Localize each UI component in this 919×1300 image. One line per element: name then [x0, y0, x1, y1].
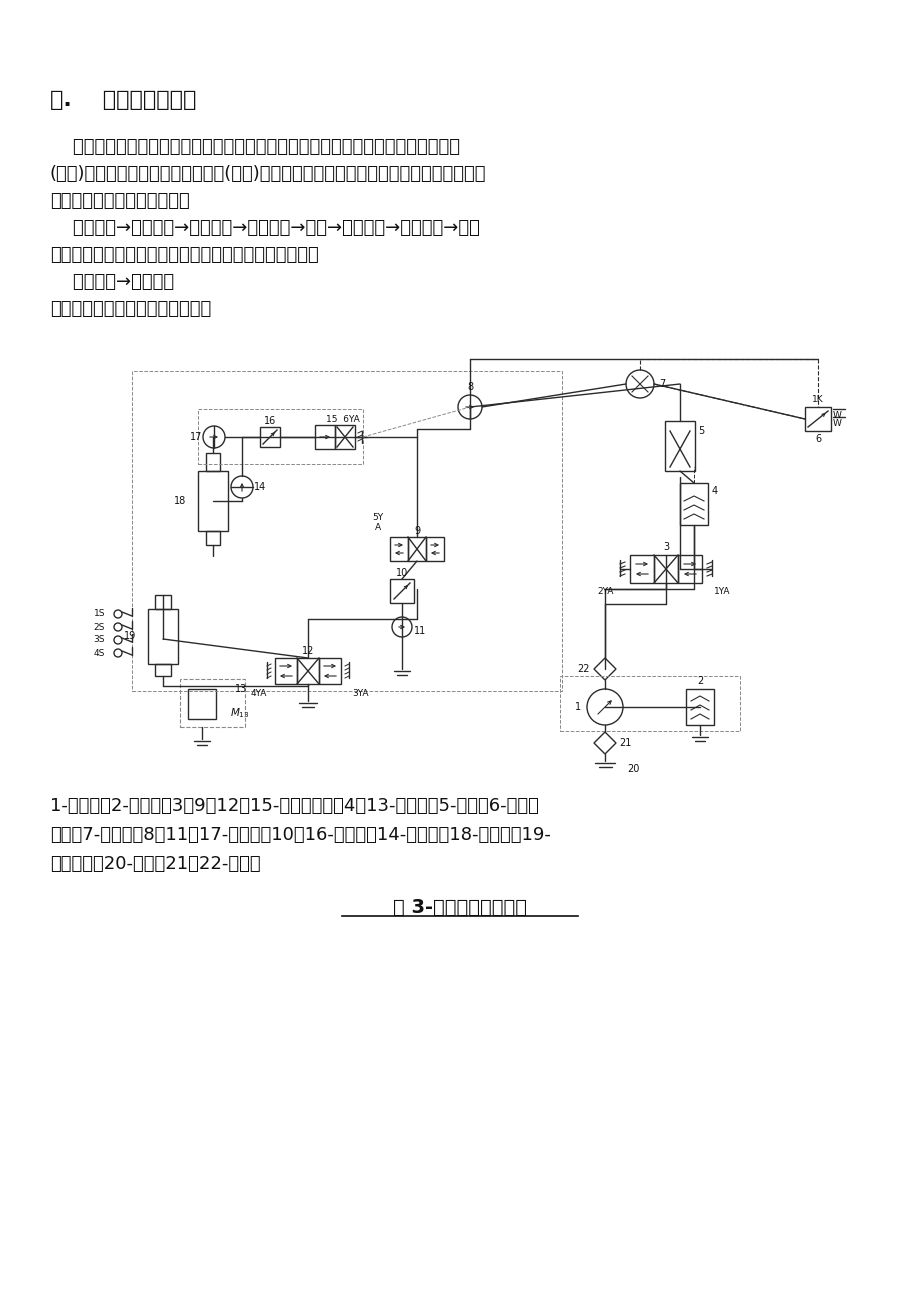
Text: 3S: 3S — [94, 636, 105, 645]
Bar — [198, 471, 228, 530]
Bar — [206, 452, 220, 471]
Text: 5Y: 5Y — [372, 512, 383, 521]
Text: 9: 9 — [414, 526, 420, 536]
Text: 20: 20 — [626, 764, 639, 774]
Text: 4YA: 4YA — [251, 689, 267, 698]
Text: 快速下行→慢速下行→慢速加压→保压延时→预卸→慢速回程→快速回程→停止: 快速下行→慢速下行→慢速加压→保压延时→预卸→慢速回程→快速回程→停止 — [50, 218, 480, 237]
Text: 液压机的主要运动是上滑块机构和下滑块顶出机构的运动，上滑块机构由主液压缸: 液压机的主要运动是上滑块机构和下滑块顶出机构的运动，上滑块机构由主液压缸 — [50, 138, 460, 156]
Bar — [297, 658, 319, 684]
Text: 3: 3 — [663, 542, 668, 552]
Bar — [560, 676, 739, 731]
Bar — [677, 555, 701, 582]
Text: 下缸布置在工作台中间孔内，驱动下滑快顶出机构实现：: 下缸布置在工作台中间孔内，驱动下滑快顶出机构实现： — [50, 246, 318, 264]
Text: 1K: 1K — [811, 394, 823, 403]
Text: 辅助油缸，20-邮箱，21、22-过滤器: 辅助油缸，20-邮箱，21、22-过滤器 — [50, 855, 260, 874]
Bar — [319, 658, 341, 684]
Bar — [390, 537, 407, 562]
Text: 电器，7-压力表，8、11、17-单向阀，10、16-调速阀，14-充液阀，18-主油缸，19-: 电器，7-压力表，8、11、17-单向阀，10、16-调速阀，14-充液阀，18… — [50, 826, 550, 844]
Text: 15  6YA: 15 6YA — [325, 415, 359, 424]
Text: (上缸)驱动，顶出机构由辅助液压缸(下缸)驱动。液压机的上滑块机构通过四个导柱导向、: (上缸)驱动，顶出机构由辅助液压缸(下缸)驱动。液压机的上滑块机构通过四个导柱导… — [50, 165, 486, 183]
Bar — [804, 407, 830, 432]
Text: 3YA: 3YA — [352, 689, 369, 698]
Bar — [630, 555, 653, 582]
Text: 10: 10 — [395, 568, 408, 578]
Bar — [390, 578, 414, 603]
Text: 4S: 4S — [94, 649, 105, 658]
Text: 2YA: 2YA — [597, 586, 614, 595]
Text: 主缸驱动，实现上滑块机构：: 主缸驱动，实现上滑块机构： — [50, 192, 189, 211]
Bar — [407, 537, 425, 562]
Text: 4: 4 — [711, 486, 718, 497]
Bar — [198, 410, 363, 464]
Text: 1: 1 — [574, 702, 581, 712]
Text: 向上顶出→向下退回: 向上顶出→向下退回 — [50, 273, 174, 291]
Text: 一.    压力机液压系统: 一. 压力机液压系统 — [50, 90, 196, 110]
Text: 14: 14 — [254, 482, 266, 491]
Text: 16: 16 — [264, 416, 276, 426]
Text: 22: 22 — [576, 664, 588, 673]
Text: 1YA: 1YA — [713, 586, 730, 595]
Text: 5: 5 — [698, 426, 703, 436]
Text: 7: 7 — [658, 380, 664, 389]
Bar — [335, 425, 355, 448]
Bar — [425, 537, 444, 562]
Text: 19: 19 — [124, 630, 136, 641]
Text: 8: 8 — [467, 382, 472, 393]
Text: 液压机液压系统工作原理图如下：: 液压机液压系统工作原理图如下： — [50, 300, 211, 318]
Text: 1-液压泵，2-溢流阀，3、9、12、15-电磁换向阀，4、13-顺序阀，5-滑阀，6-压力继: 1-液压泵，2-溢流阀，3、9、12、15-电磁换向阀，4、13-顺序阀，5-滑… — [50, 797, 539, 815]
Text: 2: 2 — [696, 676, 702, 686]
Text: 13: 13 — [234, 684, 247, 694]
Bar — [686, 689, 713, 725]
Text: 12: 12 — [301, 646, 314, 656]
Text: W: W — [832, 419, 841, 428]
Bar — [314, 425, 335, 448]
Bar — [148, 608, 177, 664]
Text: A: A — [375, 523, 380, 532]
Text: 1S: 1S — [94, 610, 105, 619]
Text: 17: 17 — [189, 432, 202, 442]
Bar — [653, 555, 677, 582]
Bar — [679, 484, 708, 525]
Bar — [154, 664, 171, 676]
Text: 图 3-液压机液压系统图: 图 3-液压机液压系统图 — [392, 898, 527, 916]
Bar — [275, 658, 297, 684]
Text: 11: 11 — [414, 627, 425, 636]
Bar — [260, 426, 279, 447]
Bar — [206, 530, 220, 545]
Bar — [187, 689, 216, 719]
Bar — [131, 370, 562, 692]
Text: 6: 6 — [814, 434, 820, 445]
Text: 21: 21 — [618, 738, 630, 748]
Text: 2S: 2S — [94, 623, 105, 632]
Text: W: W — [832, 411, 841, 420]
Text: $M_{13}$: $M_{13}$ — [230, 706, 249, 720]
Bar — [180, 679, 244, 727]
Bar — [664, 421, 694, 471]
Bar — [154, 595, 171, 608]
Text: 18: 18 — [174, 497, 186, 506]
